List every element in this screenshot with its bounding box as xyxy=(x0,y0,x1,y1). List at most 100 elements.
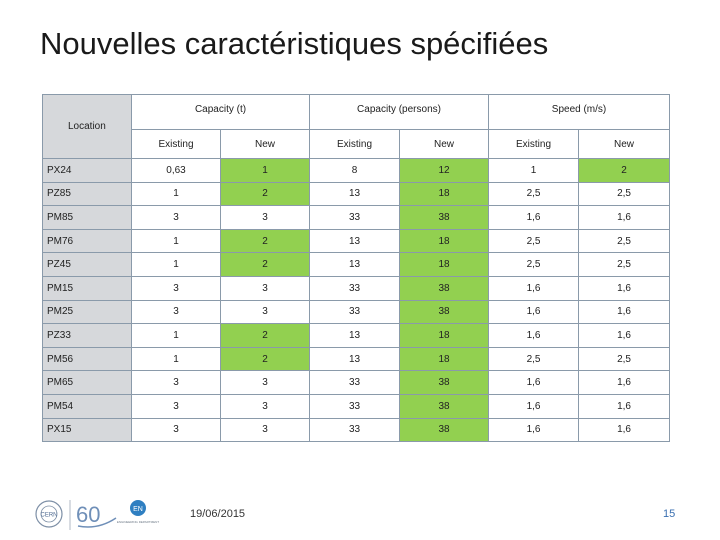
table-cell: 1,6 xyxy=(488,417,580,443)
svg-text:EN: EN xyxy=(133,506,143,513)
row-location: PX24 xyxy=(42,158,132,183)
table-cell: 1,6 xyxy=(578,299,671,325)
table-cell: 3 xyxy=(220,393,310,419)
table-cell: 2 xyxy=(220,323,310,348)
group-header-speed: Speed (m/s) xyxy=(488,94,671,130)
row-location: PZ33 xyxy=(42,323,132,348)
table-cell: 1,6 xyxy=(578,370,671,395)
subheader-new: New xyxy=(398,129,490,159)
table-cell: 18 xyxy=(398,252,490,277)
svg-text:60: 60 xyxy=(76,502,100,527)
engineering-department-logo: EN ENGINEERING DEPARTMENT xyxy=(117,500,159,524)
table-cell: 2,5 xyxy=(488,252,580,277)
svg-text:ENGINEERING DEPARTMENT: ENGINEERING DEPARTMENT xyxy=(117,520,159,524)
cern-logo: CERN xyxy=(35,500,63,528)
subheader-existing: Existing xyxy=(488,129,580,159)
subheader-new: New xyxy=(220,129,310,159)
table-row: PZ45 1 2 13 18 2,5 2,5 xyxy=(42,252,671,277)
slide-title: Nouvelles caractéristiques spécifiées xyxy=(40,26,549,61)
table-cell: 2,5 xyxy=(488,346,580,372)
table-cell: 18 xyxy=(398,228,490,254)
table-cell: 13 xyxy=(309,252,400,277)
row-location: PZ85 xyxy=(42,181,132,207)
table-cell: 1,6 xyxy=(578,417,671,443)
table-cell: 13 xyxy=(309,181,400,207)
table-cell: 13 xyxy=(309,346,400,372)
table-cell: 0,63 xyxy=(131,158,221,183)
row-location: PM85 xyxy=(42,205,132,230)
footer-logos: CERN 60 EN ENGINEERING DEPARTMENT xyxy=(35,500,159,530)
table-cell: 2,5 xyxy=(578,252,671,277)
slide-date: 19/06/2015 xyxy=(190,508,246,520)
table-cell: 1 xyxy=(131,252,221,277)
table-cell: 38 xyxy=(398,370,490,395)
table-cell: 1 xyxy=(131,346,221,372)
table-cell: 1,6 xyxy=(488,393,580,419)
table-row: PM65 3 3 33 38 1,6 1,6 xyxy=(42,370,671,395)
table-cell: 2,5 xyxy=(488,181,580,207)
row-location: PM56 xyxy=(42,346,132,372)
table-cell: 33 xyxy=(309,370,400,395)
table-cell: 1 xyxy=(131,181,221,207)
row-location: PZ45 xyxy=(42,252,132,277)
table-cell: 2,5 xyxy=(578,346,671,372)
table-subheader-row: Existing New Existing New Existing New xyxy=(43,129,671,159)
table-cell: 1,6 xyxy=(488,205,580,230)
table-cell: 3 xyxy=(131,299,221,325)
table-cell: 1,6 xyxy=(488,370,580,395)
subheader-existing: Existing xyxy=(131,129,221,159)
table-cell: 33 xyxy=(309,205,400,230)
group-header-capacity-persons: Capacity (persons) xyxy=(308,94,490,130)
table-row: PM85 3 3 33 38 1,6 1,6 xyxy=(42,205,671,230)
table-cell: 1,6 xyxy=(488,299,580,325)
table-row: PX15 3 3 33 38 1,6 1,6 xyxy=(42,417,671,443)
table-cell: 2,5 xyxy=(488,228,580,254)
subheader-new: New xyxy=(578,129,671,159)
table-cell: 13 xyxy=(309,323,400,348)
table-cell: 3 xyxy=(220,299,310,325)
table-cell: 38 xyxy=(398,299,490,325)
table-row: PM56 1 2 13 18 2,5 2,5 xyxy=(42,346,671,372)
table-cell: 3 xyxy=(220,370,310,395)
svg-text:CERN: CERN xyxy=(40,513,57,519)
row-location: PX15 xyxy=(42,417,132,443)
table-cell: 8 xyxy=(309,158,400,183)
table-cell: 3 xyxy=(220,275,310,301)
group-header-capacity-t: Capacity (t) xyxy=(131,94,310,130)
row-location: PM65 xyxy=(42,370,132,395)
row-location: PM76 xyxy=(42,228,132,254)
table-group-header-row: Location Capacity (t) Capacity (persons)… xyxy=(42,94,671,159)
table-cell: 33 xyxy=(309,275,400,301)
anniversary-logo: 60 xyxy=(76,502,117,528)
row-location: PM25 xyxy=(42,299,132,325)
table-cell: 1 xyxy=(131,228,221,254)
table-cell: 12 xyxy=(398,158,490,183)
table-row: PM54 3 3 33 38 1,6 1,6 xyxy=(42,393,671,419)
table-cell: 1,6 xyxy=(488,275,580,301)
table-body: PX24 0,63 1 8 12 1 2 PZ85 1 2 13 18 2,5 2,5 PM85 3 3 33 38… xyxy=(42,158,671,443)
table-cell: 18 xyxy=(398,181,490,207)
table-cell: 1 xyxy=(220,158,310,183)
table-cell: 3 xyxy=(131,370,221,395)
table-cell: 38 xyxy=(398,393,490,419)
table-cell: 2 xyxy=(220,346,310,372)
table-cell: 1,6 xyxy=(578,323,671,348)
table-row: PX24 0,63 1 8 12 1 2 xyxy=(42,158,671,183)
table-cell: 1,6 xyxy=(488,323,580,348)
table-row: PZ33 1 2 13 18 1,6 1,6 xyxy=(42,323,671,348)
page-number: 15 xyxy=(663,508,676,520)
row-location: PM15 xyxy=(42,275,132,301)
table-cell: 2 xyxy=(220,181,310,207)
table-cell: 2,5 xyxy=(578,181,671,207)
table-row: PM76 1 2 13 18 2,5 2,5 xyxy=(42,228,671,254)
table-cell: 33 xyxy=(309,299,400,325)
table-cell: 3 xyxy=(220,417,310,443)
table-cell: 18 xyxy=(398,346,490,372)
table-row: PZ85 1 2 13 18 2,5 2,5 xyxy=(42,181,671,207)
table-cell: 1 xyxy=(131,323,221,348)
table-cell: 2,5 xyxy=(578,228,671,254)
table-cell: 1,6 xyxy=(578,393,671,419)
subheader-existing: Existing xyxy=(309,129,400,159)
table-cell: 1 xyxy=(488,158,580,183)
table-cell: 38 xyxy=(398,275,490,301)
